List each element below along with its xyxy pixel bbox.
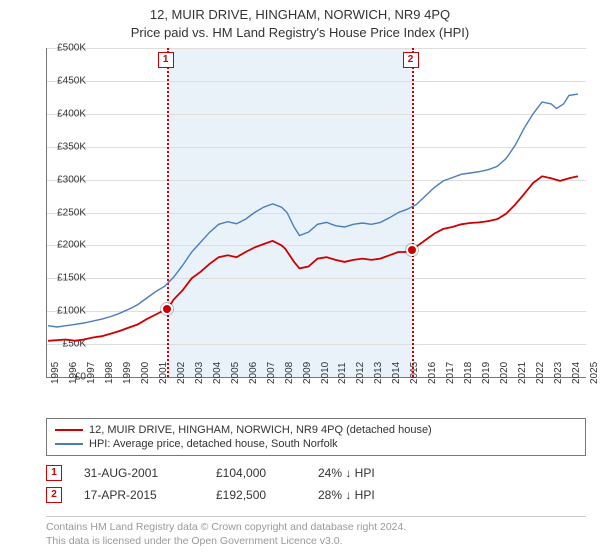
footer-notice: Contains HM Land Registry data © Crown c… <box>46 516 586 548</box>
property-line <box>48 176 578 340</box>
hpi-line <box>48 94 578 327</box>
legend-label: 12, MUIR DRIVE, HINGHAM, NORWICH, NR9 4P… <box>89 424 432 436</box>
sales-marker-box: 2 <box>46 487 62 503</box>
legend-label: HPI: Average price, detached house, Sout… <box>89 438 338 450</box>
sales-pct: 24% ↓ HPI <box>318 466 418 480</box>
chart-area: 12 £0£50K£100K£150K£200K£250K£300K£350K£… <box>46 48 586 378</box>
sales-price: £192,500 <box>216 488 296 502</box>
legend-row: 12, MUIR DRIVE, HINGHAM, NORWICH, NR9 4P… <box>55 423 577 437</box>
event-marker-dot <box>406 244 418 256</box>
sales-pct: 28% ↓ HPI <box>318 488 418 502</box>
footer-line2: This data is licensed under the Open Gov… <box>46 535 586 549</box>
line-series-svg <box>48 48 587 377</box>
legend-swatch <box>55 443 83 445</box>
event-marker-box: 2 <box>403 52 419 68</box>
sales-date: 17-APR-2015 <box>84 488 194 502</box>
legend-swatch <box>55 429 83 431</box>
chart-title-line2: Price paid vs. HM Land Registry's House … <box>0 24 600 42</box>
event-marker-box: 1 <box>158 52 174 68</box>
sales-row: 2 17-APR-2015 £192,500 28% ↓ HPI <box>46 484 586 506</box>
legend-box: 12, MUIR DRIVE, HINGHAM, NORWICH, NR9 4P… <box>46 418 586 456</box>
sales-table: 1 31-AUG-2001 £104,000 24% ↓ HPI 2 17-APR-201… <box>46 462 586 506</box>
sales-row: 1 31-AUG-2001 £104,000 24% ↓ HPI <box>46 462 586 484</box>
plot-area <box>46 48 586 378</box>
sales-price: £104,000 <box>216 466 296 480</box>
sales-date: 31-AUG-2001 <box>84 466 194 480</box>
legend-row: HPI: Average price, detached house, Sout… <box>55 437 577 451</box>
chart-title-block: 12, MUIR DRIVE, HINGHAM, NORWICH, NR9 4P… <box>0 0 600 41</box>
sales-marker-box: 1 <box>46 465 62 481</box>
x-axis-label: 2025 <box>589 362 600 384</box>
chart-title-line1: 12, MUIR DRIVE, HINGHAM, NORWICH, NR9 4P… <box>0 6 600 24</box>
event-marker-dot <box>161 303 173 315</box>
footer-line1: Contains HM Land Registry data © Crown c… <box>46 521 586 535</box>
